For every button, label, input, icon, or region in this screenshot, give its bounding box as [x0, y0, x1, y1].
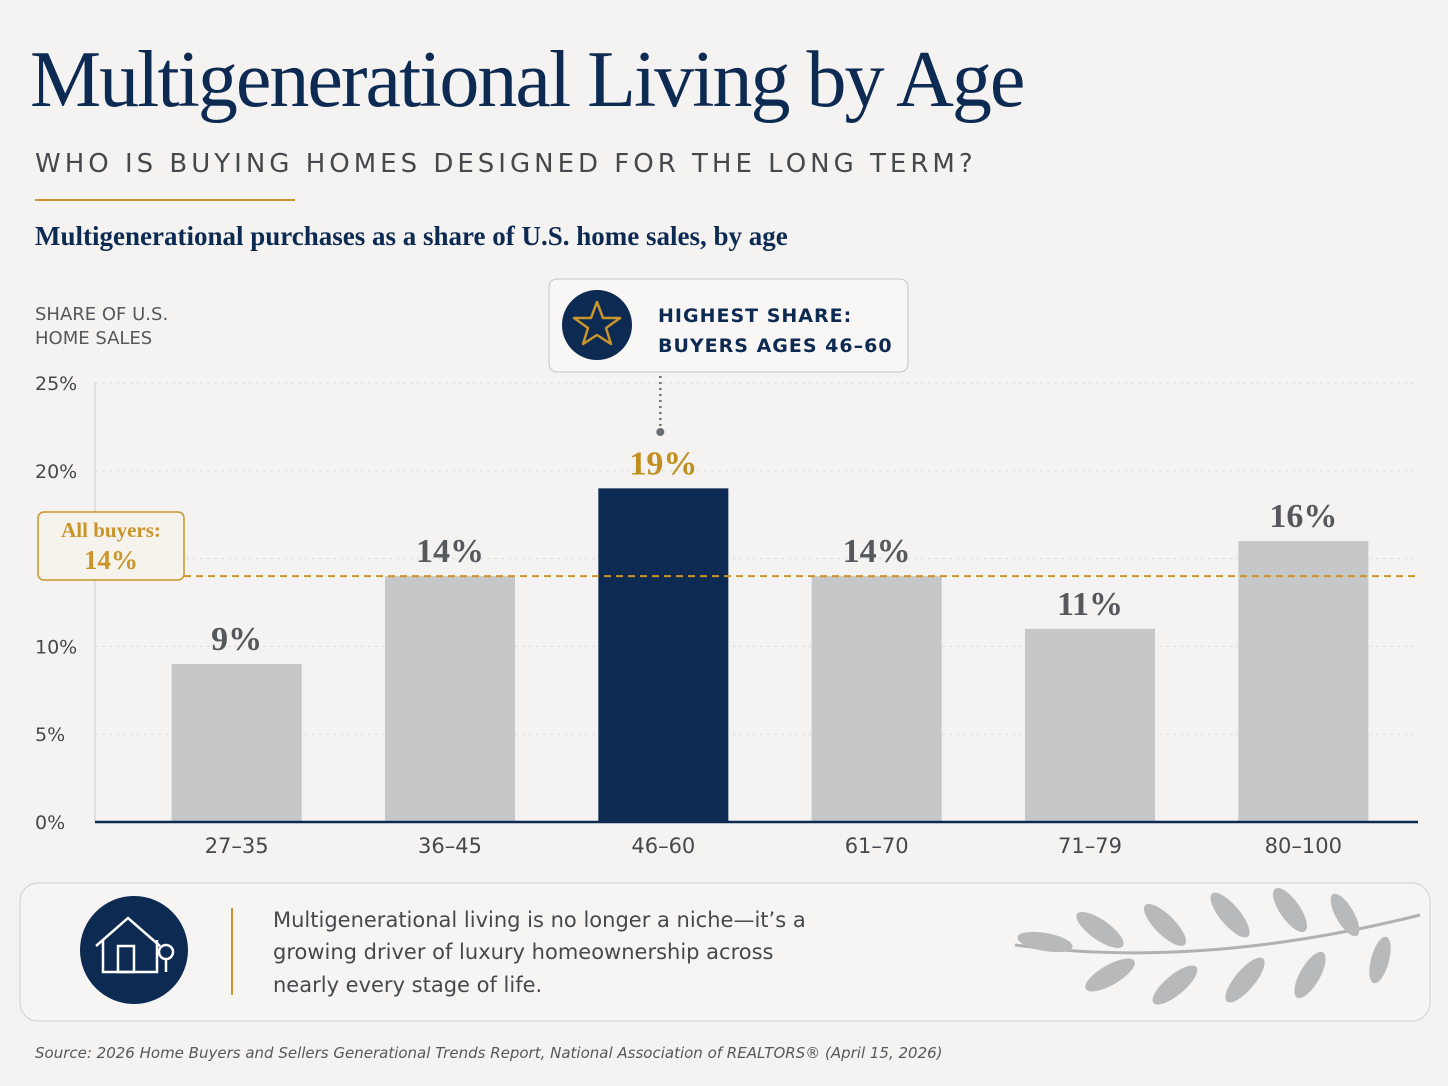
x-tick-label: 36–45 — [418, 834, 482, 858]
y-tick-label: 20% — [35, 461, 77, 483]
house — [95, 916, 175, 974]
value-label: 9% — [211, 621, 262, 658]
star-icon — [562, 290, 632, 360]
page-title: Multigenerational Living by Age — [30, 36, 1023, 124]
y-axis-label: HOME SALES — [35, 328, 152, 349]
reference-value: 14% — [84, 545, 138, 575]
bar — [171, 663, 302, 822]
bar — [1238, 541, 1369, 822]
x-tick-label: 27–35 — [205, 834, 269, 858]
bar — [598, 488, 729, 822]
reference-label: All buyers: — [61, 518, 161, 542]
y-tick-label: 5% — [35, 724, 65, 746]
bar — [811, 576, 942, 822]
star — [572, 300, 622, 346]
note-text: Multigenerational living is no longer a … — [273, 908, 806, 932]
y-tick-label: 0% — [35, 812, 65, 834]
chart-title: Multigenerational purchases as a share o… — [35, 221, 788, 251]
callout-text: HIGHEST SHARE: — [658, 305, 852, 327]
bar — [385, 576, 515, 822]
page-subtitle: WHO IS BUYING HOMES DESIGNED FOR THE LON… — [35, 149, 977, 179]
leaf-decoration — [1014, 887, 1421, 1005]
value-label: 19% — [629, 445, 697, 482]
callout-dot — [656, 428, 665, 436]
value-label: 14% — [416, 533, 484, 570]
value-label: 11% — [1057, 586, 1123, 623]
y-tick-label: 10% — [35, 636, 77, 658]
bar — [1025, 628, 1155, 822]
value-label: 14% — [843, 533, 911, 570]
callout-box — [548, 278, 909, 373]
source: Source: 2026 Home Buyers and Sellers Gen… — [35, 1044, 943, 1062]
note-text: growing driver of luxury homeownership a… — [273, 940, 774, 964]
note-text: nearly every stage of life. — [273, 973, 542, 997]
reference-box — [37, 511, 185, 581]
x-tick-label: 46–60 — [631, 834, 695, 858]
y-tick-label: 25% — [35, 373, 77, 395]
x-tick-label: 80–100 — [1265, 834, 1342, 858]
callout-text: BUYERS AGES 46–60 — [658, 335, 893, 357]
x-tick-label: 61–70 — [845, 834, 909, 858]
value-label: 16% — [1269, 498, 1337, 535]
x-tick-label: 71–79 — [1058, 834, 1122, 858]
y-axis-label: SHARE OF U.S. — [35, 304, 168, 325]
